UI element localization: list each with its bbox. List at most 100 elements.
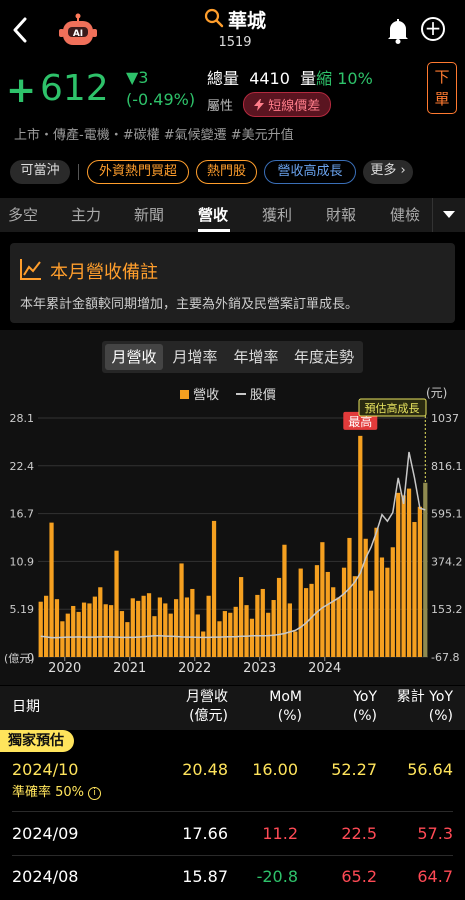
row-divider xyxy=(12,811,453,812)
segment-yoy[interactable]: 年增率 xyxy=(233,348,279,366)
table-row-forecast[interactable]: 2024/10 準確率 50% i 20.48 16.00 52.27 56.6… xyxy=(0,760,465,810)
tab-news[interactable]: 新聞 xyxy=(134,206,165,224)
x-axis-label: 2020 xyxy=(48,661,81,676)
add-watchlist-icon[interactable]: + xyxy=(421,17,445,41)
chip-day-trade[interactable]: 可當沖 xyxy=(10,160,70,184)
chip-divider xyxy=(78,164,79,180)
industry-tags[interactable]: 上市・傳產-電機・#碳權 #氣候變遷 #美元升值 xyxy=(14,128,294,143)
chart-segment-control: 月營收 月增率 年增率 年度走勢 xyxy=(102,341,363,373)
tab-menu-dropdown-icon[interactable] xyxy=(432,198,465,232)
last-price: 612 xyxy=(40,68,109,109)
tab-bull-bear[interactable]: 多空 xyxy=(8,206,39,224)
cell-revenue: 17.66 xyxy=(182,824,228,843)
volume-value: 4410 xyxy=(249,69,290,88)
tab-profit[interactable]: 獲利 xyxy=(262,206,293,224)
cell-yoy: 65.2 xyxy=(341,867,377,886)
th-cumulative-yoy: 累計 YoY (%) xyxy=(396,689,453,724)
revenue-bar xyxy=(369,590,374,657)
order-button[interactable]: 下單 xyxy=(427,62,457,114)
th-yoy: YoY (%) xyxy=(352,689,377,724)
left-axis-tick: 10.9 xyxy=(10,555,35,568)
revenue-bar xyxy=(331,587,336,657)
revenue-bar xyxy=(179,563,184,657)
stock-title[interactable]: 華城 1519 xyxy=(170,6,300,50)
ai-robot-icon[interactable]: AI xyxy=(58,12,98,50)
cell-date: 2024/10 xyxy=(12,760,79,779)
th-revenue: 月營收 (億元) xyxy=(186,689,228,724)
segment-mom[interactable]: 月增率 xyxy=(172,348,218,366)
cell-yoy: 52.27 xyxy=(331,760,377,779)
cell-mom: -20.8 xyxy=(256,867,298,886)
revenue-bar xyxy=(190,588,195,657)
revenue-bar xyxy=(363,538,368,657)
attribute-label: 屬性 xyxy=(207,99,234,114)
segment-annual-trend[interactable]: 年度走勢 xyxy=(293,348,354,366)
tab-financials[interactable]: 財報 xyxy=(326,206,357,224)
right-axis-tick: 816.1 xyxy=(431,460,463,473)
revenue-chart: 28.1 1037 22.4 816.1 16.7 595.1 10.9 374.2 5.19 1… xyxy=(4,386,463,676)
chip-revenue-growth[interactable]: 營收高成長 xyxy=(264,160,356,184)
info-icon[interactable]: i xyxy=(88,787,102,800)
revenue-bar xyxy=(195,614,200,657)
chip-foreign-buy[interactable]: 外資熱門買超 xyxy=(87,160,189,184)
revenue-bar xyxy=(358,435,363,657)
revenue-bar xyxy=(276,577,282,657)
x-axis-label: 2021 xyxy=(113,661,146,676)
left-axis-tick: 22.4 xyxy=(10,460,35,473)
cell-revenue: 20.48 xyxy=(182,760,228,779)
revenue-bar xyxy=(228,612,233,657)
table-row[interactable]: 2024/08 15.87 -20.8 65.2 64.7 xyxy=(0,867,465,897)
warning-badge-label: 短線價差 xyxy=(268,99,321,114)
cell-cumulative-yoy: 56.64 xyxy=(407,760,453,779)
revenue-note-card: 本月營收備註 本年累計金額較同期增加，主要為外銷及民營案訂單成長。 xyxy=(10,243,455,323)
right-axis-unit: (元) xyxy=(426,386,447,400)
search-icon[interactable] xyxy=(204,8,224,32)
forecast-label: 預估高成長 xyxy=(365,401,420,415)
tab-health-check[interactable]: 健檢 xyxy=(390,206,421,224)
volume-trend-pct: 10% xyxy=(337,69,373,88)
revenue-bar xyxy=(249,618,255,657)
revenue-bar xyxy=(60,621,65,657)
revenue-bar xyxy=(211,520,217,657)
revenue-bar xyxy=(352,576,357,657)
revenue-bar xyxy=(244,605,249,657)
revenue-bar xyxy=(136,600,141,657)
back-arrow-icon[interactable] xyxy=(6,14,34,46)
segment-monthly-revenue[interactable]: 月營收 xyxy=(105,344,163,370)
left-axis-tick: 0 xyxy=(27,651,34,664)
left-axis-unit: (億元) xyxy=(4,652,35,665)
tab-main-force[interactable]: 主力 xyxy=(71,206,102,224)
revenue-bar xyxy=(379,557,385,657)
right-axis-tick: 595.1 xyxy=(431,508,463,521)
chip-hot-stock[interactable]: 熱門股 xyxy=(196,160,257,184)
tab-revenue[interactable]: 營收 xyxy=(198,206,229,224)
revenue-bar xyxy=(374,527,379,657)
exclusive-forecast-badge: 獨家預估 xyxy=(0,730,74,752)
revenue-bar xyxy=(125,622,130,657)
left-axis-tick: 5.19 xyxy=(10,603,35,616)
right-axis-tick: 153.2 xyxy=(431,603,463,616)
change-percent: (-0.49%) xyxy=(126,90,196,109)
revenue-bar xyxy=(119,611,125,657)
revenue-bar xyxy=(298,568,303,657)
revenue-bar xyxy=(184,597,190,657)
revenue-bar xyxy=(314,565,320,657)
revenue-bar xyxy=(222,611,227,657)
revenue-bar xyxy=(347,537,352,657)
revenue-bar xyxy=(271,600,276,657)
bell-icon[interactable] xyxy=(386,18,410,48)
revenue-bar xyxy=(92,596,97,657)
note-body: 本年累計金額較同期增加，主要為外銷及民營案訂單成長。 xyxy=(20,297,359,312)
revenue-bar xyxy=(174,599,179,657)
forecast-bar xyxy=(423,482,428,657)
revenue-bar xyxy=(38,601,43,657)
legend-revenue: 營收 xyxy=(193,388,220,403)
revenue-bar xyxy=(341,567,347,657)
table-row[interactable]: 2024/09 17.66 11.2 22.5 57.3 xyxy=(0,824,465,854)
th-mom: MoM (%) xyxy=(269,689,302,724)
warning-badge[interactable]: 短線價差 xyxy=(243,92,332,117)
cell-date: 2024/09 xyxy=(12,824,79,843)
attribute-row: 屬性 短線價差 xyxy=(207,92,332,117)
revenue-bar xyxy=(401,495,406,657)
chip-more[interactable]: 更多 › xyxy=(363,160,413,184)
